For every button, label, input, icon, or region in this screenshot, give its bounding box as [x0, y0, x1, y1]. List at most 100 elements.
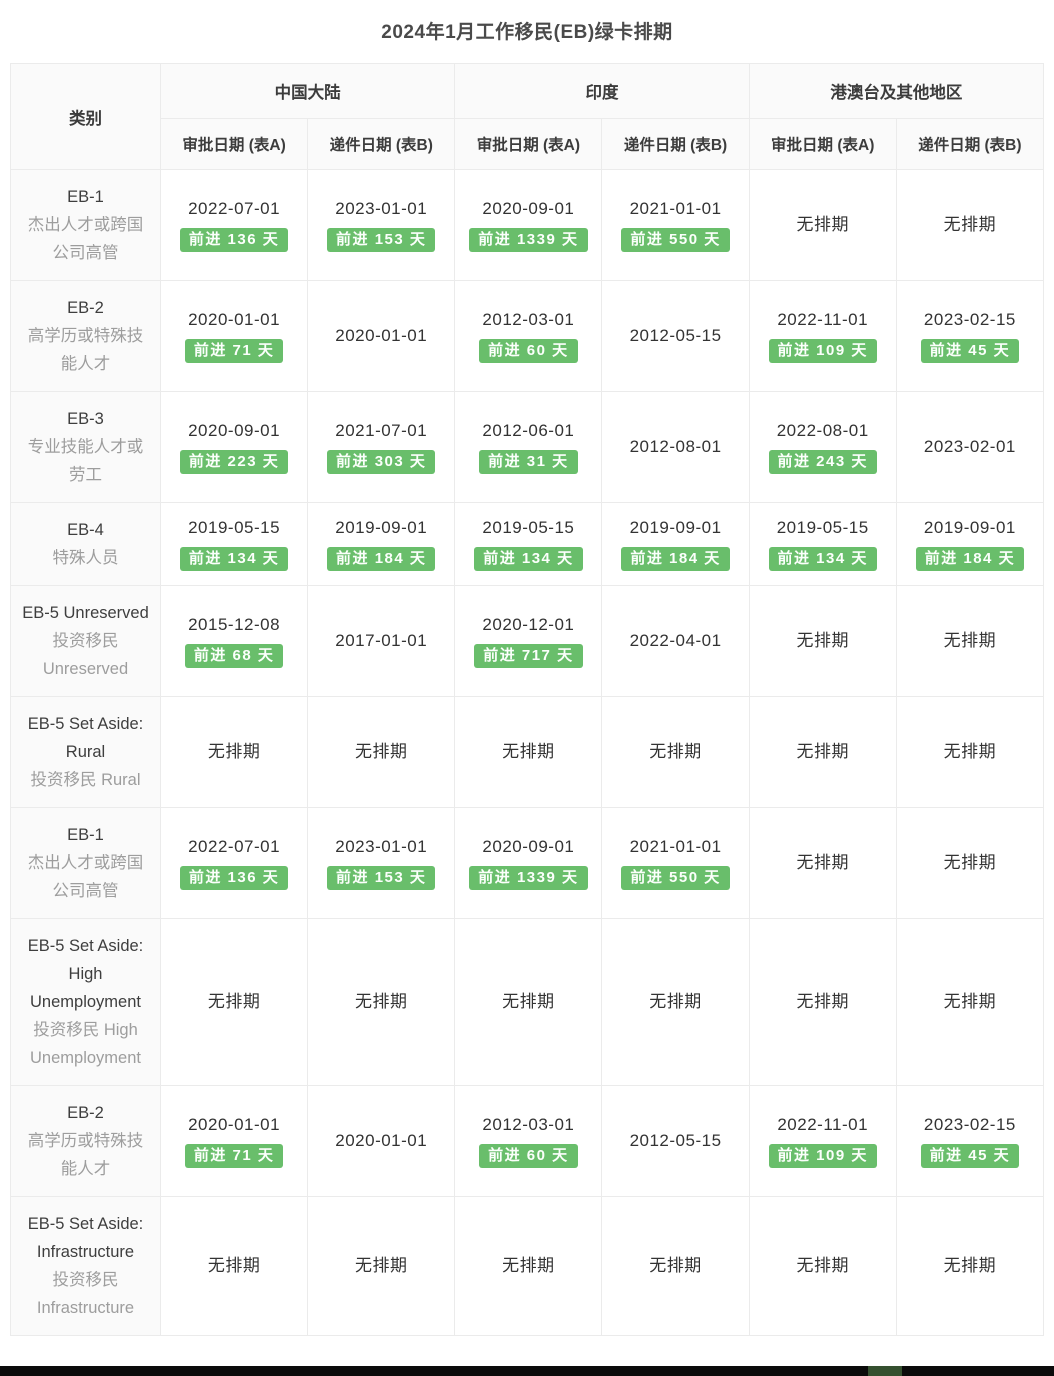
- date-cell: 2020-09-01 前进 1339 天: [454, 807, 603, 919]
- priority-date: 2023-01-01: [335, 199, 428, 218]
- date-cell: 无排期: [748, 169, 897, 281]
- no-backlog-label: 无排期: [796, 1256, 849, 1275]
- date-cell: 2023-02-15 前进 45 天: [895, 1085, 1045, 1197]
- no-backlog-label: 无排期: [207, 1256, 261, 1275]
- category-cell: EB-1 杰出人才或跨国公司高管: [10, 169, 161, 281]
- category-cell: EB-2 高学历或特殊技能人才: [10, 1085, 161, 1197]
- bottom-scrollbar-segment: [868, 1366, 902, 1376]
- priority-date: 2012-03-01: [482, 310, 575, 329]
- category-name: EB-5 Set Aside: Infrastructure: [27, 1215, 144, 1261]
- priority-date: 2022-07-01: [188, 199, 281, 218]
- priority-date: 2019-05-15: [776, 518, 869, 537]
- date-cell: 2022-11-01 前进 109 天: [748, 280, 897, 392]
- advance-badge-wrap: 前进 184 天: [314, 547, 448, 571]
- date-cell: 无排期: [307, 918, 456, 1086]
- category-cell: EB-5 Unreserved 投资移民 Unreserved: [10, 585, 161, 697]
- date-cell: 2019-09-01 前进 184 天: [307, 502, 456, 586]
- date-cell: 2020-01-01 前进 71 天: [159, 1085, 309, 1197]
- table-row: EB-1 杰出人才或跨国公司高管 2022-07-01 前进 136 天 2023-01…: [10, 807, 1045, 919]
- region-group-header-china: 中国大陆: [159, 63, 456, 119]
- category-subtitle: 投资移民 High Unemployment: [30, 1021, 141, 1067]
- date-cell: 无排期: [895, 918, 1045, 1086]
- priority-date: 2017-01-01: [335, 631, 428, 650]
- no-backlog-label: 无排期: [943, 631, 997, 650]
- no-backlog-label: 无排期: [796, 742, 849, 761]
- date-cell: 无排期: [895, 1196, 1045, 1336]
- advance-badge: 前进 303 天: [327, 450, 436, 474]
- advance-badge-wrap: 前进 1339 天: [461, 866, 595, 890]
- advance-badge: 前进 31 天: [479, 450, 578, 474]
- advance-badge: 前进 153 天: [327, 228, 436, 252]
- category-cell: EB-5 Set Aside: Infrastructure 投资移民 Infra…: [10, 1196, 161, 1336]
- advance-badge: 前进 136 天: [179, 866, 289, 890]
- category-name: EB-1: [67, 188, 104, 206]
- date-cell: 2022-07-01 前进 136 天: [159, 807, 309, 919]
- date-cell: 无排期: [895, 807, 1045, 919]
- advance-badge-wrap: 前进 243 天: [756, 450, 890, 474]
- date-cell: 2019-09-01 前进 184 天: [601, 502, 750, 586]
- category-subtitle: 高学历或特殊技能人才: [27, 1132, 144, 1178]
- priority-date: 2022-07-01: [188, 837, 281, 856]
- advance-badge-wrap: 前进 45 天: [903, 1144, 1037, 1168]
- date-cell: 2012-06-01 前进 31 天: [454, 391, 603, 503]
- category-name: EB-2: [67, 1104, 104, 1122]
- no-backlog-label: 无排期: [796, 631, 849, 650]
- no-backlog-label: 无排期: [796, 215, 849, 234]
- date-cell: 2021-01-01 前进 550 天: [601, 807, 750, 919]
- advance-badge: 前进 243 天: [768, 450, 877, 474]
- advance-badge-wrap: 前进 134 天: [461, 547, 595, 571]
- no-backlog-label: 无排期: [649, 742, 702, 761]
- category-subtitle: 投资移民 Unreserved: [42, 632, 129, 678]
- advance-badge: 前进 68 天: [184, 644, 284, 668]
- date-cell: 2020-01-01: [307, 280, 456, 392]
- date-cell: 2023-01-01 前进 153 天: [307, 807, 456, 919]
- date-cell: 无排期: [307, 696, 456, 808]
- priority-date: 2023-02-01: [923, 437, 1016, 456]
- category-name: EB-3: [67, 410, 104, 428]
- priority-date: 2019-05-15: [482, 518, 575, 537]
- region-group-header-other: 港澳台及其他地区: [748, 63, 1045, 119]
- date-cell: 无排期: [895, 696, 1045, 808]
- category-name: EB-2: [67, 299, 104, 317]
- region-group-header-india: 印度: [454, 63, 750, 119]
- priority-date: 2015-12-08: [188, 615, 281, 634]
- date-cell: 2017-01-01: [307, 585, 456, 697]
- date-cell: 2012-08-01: [601, 391, 750, 503]
- header-sub-row: 审批日期 (表A) 递件日期 (表B) 审批日期 (表A) 递件日期 (表B) …: [11, 118, 1045, 170]
- date-cell: 无排期: [895, 169, 1045, 281]
- no-backlog-label: 无排期: [943, 742, 997, 761]
- date-cell: 2023-02-01: [895, 391, 1045, 503]
- date-cell: 无排期: [159, 696, 309, 808]
- advance-badge: 前进 109 天: [768, 1144, 877, 1168]
- advance-badge-wrap: 前进 550 天: [608, 866, 742, 890]
- advance-badge: 前进 60 天: [479, 1144, 578, 1168]
- advance-badge: 前进 550 天: [621, 228, 730, 252]
- category-subtitle: 特殊人员: [52, 549, 119, 567]
- advance-badge-wrap: 前进 109 天: [756, 339, 890, 363]
- date-cell: 无排期: [601, 696, 750, 808]
- priority-date: 2022-11-01: [777, 310, 869, 329]
- advance-badge-wrap: 前进 68 天: [167, 644, 301, 668]
- date-cell: 2022-07-01 前进 136 天: [159, 169, 309, 281]
- priority-date: 2012-08-01: [629, 437, 722, 456]
- advance-badge: 前进 71 天: [184, 1144, 284, 1168]
- date-cell: 2023-02-15 前进 45 天: [895, 280, 1045, 392]
- date-cell: 无排期: [307, 1196, 456, 1336]
- date-cell: 2022-11-01 前进 109 天: [748, 1085, 897, 1197]
- advance-badge-wrap: 前进 717 天: [461, 644, 595, 668]
- table-row: EB-4 特殊人员 2019-05-15 前进 134 天 2019-09-01 前进 1…: [10, 502, 1045, 586]
- no-backlog-label: 无排期: [796, 853, 849, 872]
- advance-badge-wrap: 前进 303 天: [314, 450, 448, 474]
- date-cell: 2022-04-01: [601, 585, 750, 697]
- date-cell: 无排期: [159, 1196, 309, 1336]
- date-cell: 2020-01-01 前进 71 天: [159, 280, 309, 392]
- subcolumn-header-approval-date-other: 审批日期 (表A): [748, 118, 897, 170]
- date-cell: 2020-09-01 前进 223 天: [159, 391, 309, 503]
- advance-badge: 前进 1339 天: [469, 866, 588, 890]
- priority-date: 2020-09-01: [482, 199, 575, 218]
- advance-badge: 前进 109 天: [768, 339, 877, 363]
- advance-badge: 前进 184 天: [327, 547, 436, 571]
- table-row: EB-2 高学历或特殊技能人才 2020-01-01 前进 71 天 2020-01-0…: [10, 280, 1045, 392]
- priority-date: 2012-05-15: [629, 326, 722, 345]
- table-row: EB-3 专业技能人才或劳工 2020-09-01 前进 223 天 2021-07-0…: [10, 391, 1045, 503]
